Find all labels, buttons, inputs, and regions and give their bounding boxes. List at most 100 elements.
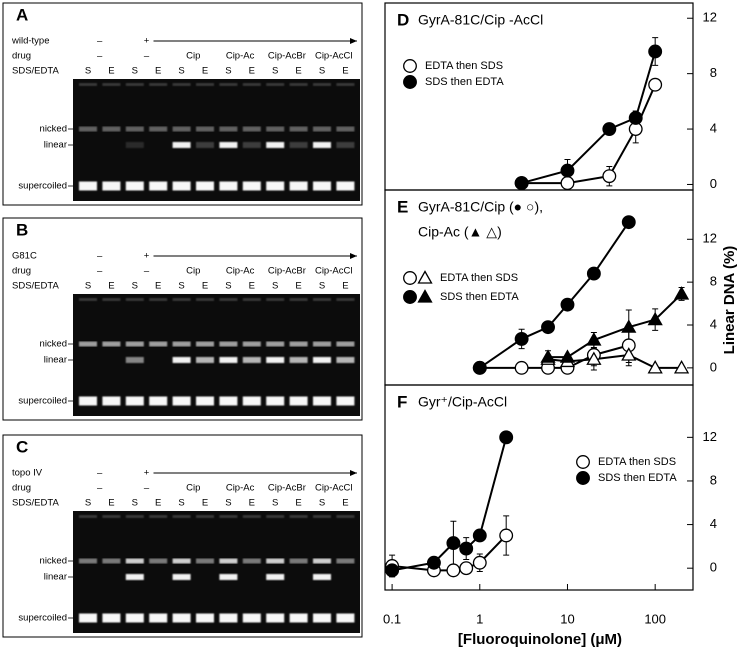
legend-marker [576, 455, 590, 469]
lane-label: E [295, 281, 301, 292]
gel-band [313, 396, 331, 406]
gel-band [242, 613, 261, 623]
gel-band [125, 558, 144, 564]
enzyme-state: – [97, 468, 103, 479]
gel-well [336, 515, 355, 518]
gel-panel-frame [2, 2, 363, 206]
y-tick-label: 0 [710, 176, 717, 191]
x-tick-label: 10 [560, 611, 574, 626]
plot-frame [384, 2, 694, 191]
gel-band [313, 181, 331, 191]
chart-title: GyrA-81C/Cip -AcCl [418, 12, 543, 28]
gel-well [266, 515, 285, 518]
lane-label: E [202, 66, 208, 77]
enzyme-label: wild-type [11, 36, 50, 47]
gel-well [79, 83, 97, 86]
data-point [459, 541, 474, 556]
data-point [472, 360, 487, 375]
lane-label: E [108, 66, 114, 77]
gel-band [196, 142, 214, 148]
gel-well [219, 83, 238, 86]
gel-well [289, 83, 308, 86]
gel-band [102, 126, 121, 132]
gel-well [196, 515, 214, 518]
drug-label: Cip-AcCl [315, 51, 352, 62]
lane-label: S [272, 498, 278, 509]
drug-label: – [97, 51, 103, 62]
gel-band [219, 558, 238, 564]
legend-label: SDS then EDTA [440, 291, 519, 303]
data-point [514, 331, 529, 346]
gel-band [336, 613, 355, 623]
gel-band [172, 574, 191, 580]
drug-label: – [97, 483, 103, 494]
gel-band [172, 613, 191, 623]
gel-band [196, 558, 214, 564]
gel-band [125, 574, 144, 580]
gel-band [313, 558, 331, 564]
gel-band [266, 574, 285, 580]
gel-band [313, 357, 331, 363]
gel-band [242, 396, 261, 406]
data-point [602, 122, 617, 137]
gel-band [79, 558, 97, 564]
lane-label: S [132, 281, 138, 292]
gel-band [79, 613, 97, 623]
legend-label: SDS then EDTA [598, 472, 677, 484]
lane-label: S [178, 498, 184, 509]
lane-label: S [132, 66, 138, 77]
data-point [586, 332, 602, 346]
drug-row-label: drug [12, 483, 31, 494]
lane-label: S [85, 498, 91, 509]
treatment-row-label: SDS/EDTA [12, 66, 59, 77]
treatment-row-label: SDS/EDTA [12, 498, 59, 509]
x-tick-label: 100 [644, 611, 666, 626]
gel-band [266, 341, 285, 347]
gel-band [125, 396, 144, 406]
y-tick-label: 12 [703, 231, 717, 246]
legend-marker [403, 75, 417, 89]
gel-band [289, 613, 308, 623]
band-label: nicked [40, 556, 67, 567]
data-point [647, 360, 663, 374]
gel-band [172, 341, 191, 347]
gel-well [79, 298, 97, 301]
data-point [628, 111, 643, 125]
gel-band [196, 341, 214, 347]
gel-band [313, 126, 331, 132]
chart-title: Gyr⁺/Cip-AcCl [418, 394, 507, 410]
legend-label: SDS then EDTA [425, 76, 504, 88]
gel-well [196, 298, 214, 301]
gel-band [289, 126, 308, 132]
data-point [385, 563, 400, 578]
lane-label: E [155, 281, 161, 292]
plot-frame [384, 189, 694, 386]
data-point [621, 215, 636, 230]
gel-band [242, 558, 261, 564]
legend-marker [576, 471, 590, 485]
drug-label: Cip [186, 51, 200, 62]
y-tick-label: 12 [703, 10, 717, 25]
gel-well [289, 298, 308, 301]
drug-label: – [144, 51, 150, 62]
gel-band [196, 396, 214, 406]
panel-letter: E [397, 197, 408, 216]
data-point [621, 347, 637, 361]
gel-band [125, 613, 144, 623]
data-point [602, 169, 617, 184]
lane-label: S [225, 66, 231, 77]
gel-well [172, 83, 191, 86]
lane-label: E [108, 498, 114, 509]
gel-well [149, 515, 168, 518]
lane-label: E [249, 498, 255, 509]
data-point [499, 430, 514, 445]
lane-label: E [202, 498, 208, 509]
gel-band [266, 613, 285, 623]
enzyme-label: topo IV [12, 468, 43, 479]
lane-label: S [132, 498, 138, 509]
legend-label: EDTA then SDS [425, 60, 503, 72]
gel-band [219, 341, 238, 347]
panel-letter: F [397, 392, 407, 411]
gel-band [149, 126, 168, 132]
